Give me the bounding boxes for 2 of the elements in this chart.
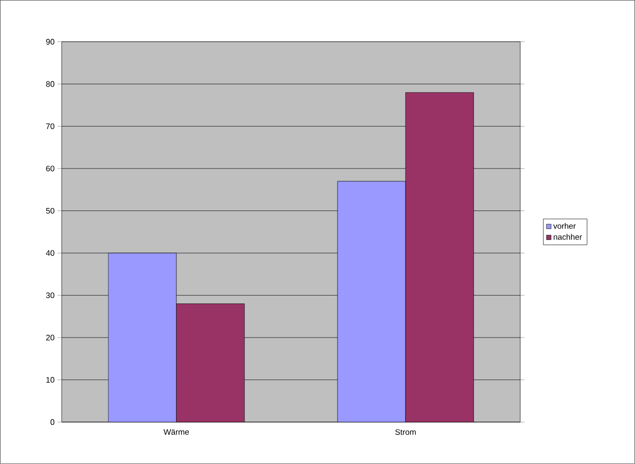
bar [108,252,177,422]
bar [337,181,406,422]
